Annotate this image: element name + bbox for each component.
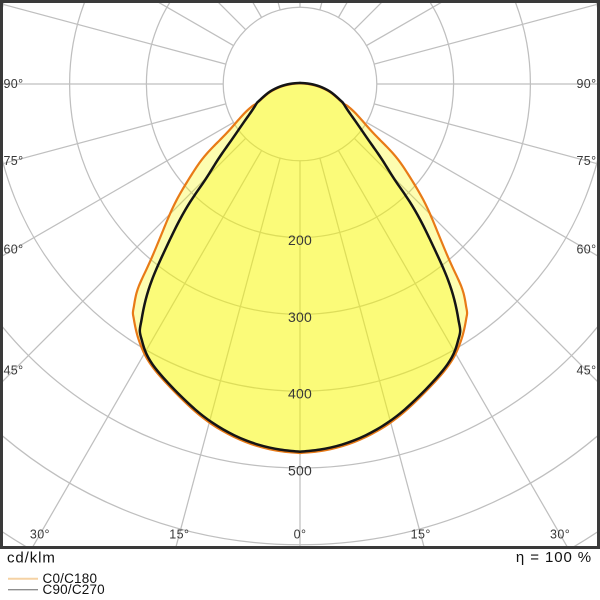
svg-text:η = 100 %: η = 100 % <box>516 549 592 566</box>
svg-text:75°: 75° <box>3 154 23 168</box>
svg-text:45°: 45° <box>3 364 23 378</box>
svg-text:300: 300 <box>288 309 312 325</box>
svg-text:90°: 90° <box>3 77 23 91</box>
svg-text:15°: 15° <box>411 528 431 542</box>
svg-text:15°: 15° <box>169 528 189 542</box>
svg-text:45°: 45° <box>576 364 596 378</box>
svg-text:500: 500 <box>288 463 312 479</box>
svg-text:60°: 60° <box>3 242 23 256</box>
svg-text:cd/klm: cd/klm <box>7 550 56 567</box>
svg-text:C90/C270: C90/C270 <box>43 582 105 597</box>
svg-text:30°: 30° <box>30 528 50 542</box>
svg-text:75°: 75° <box>576 154 596 168</box>
svg-text:30°: 30° <box>550 528 570 542</box>
svg-text:C0/C180: C0/C180 <box>43 571 98 586</box>
svg-text:400: 400 <box>288 386 312 402</box>
svg-text:90°: 90° <box>576 77 596 91</box>
svg-text:60°: 60° <box>576 242 596 256</box>
svg-text:0°: 0° <box>294 528 307 542</box>
svg-text:200: 200 <box>288 232 312 248</box>
